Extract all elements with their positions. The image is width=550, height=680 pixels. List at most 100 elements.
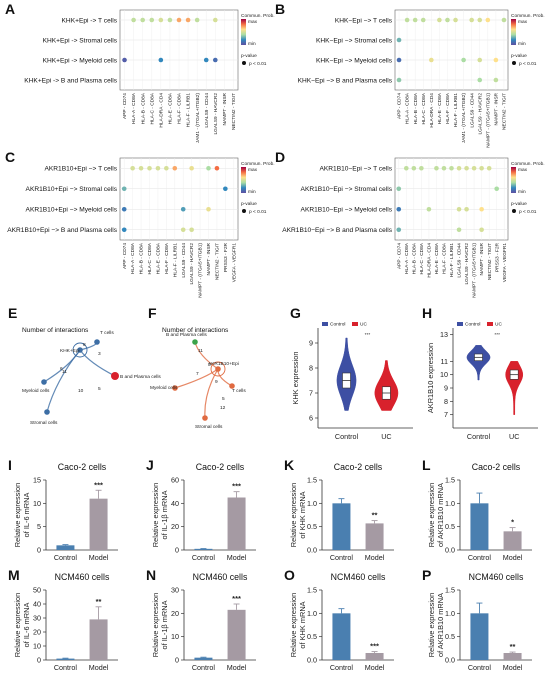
y-axis-label: Relative expression: [151, 593, 160, 658]
bar: [89, 619, 108, 660]
interaction-dot: [461, 57, 466, 63]
bar-panel-j: J Caco-2 cells 0 20 40 60 Relative expression o…: [146, 457, 256, 562]
column-label: PRSS3 - F2R: [223, 242, 229, 272]
row-label: AKR1B10+Epi −> B and Plasma cells: [7, 227, 117, 234]
interaction-dot: [464, 165, 469, 171]
cell-node: [202, 415, 208, 421]
y-tick-label: 11: [441, 357, 448, 366]
row-label: AKR1B10−Epi −> T cells: [319, 166, 392, 173]
legend-min: min: [248, 41, 256, 47]
bar-panel-p: P NCM460 cells 0.0 0.5 1.0 1.5 Relative expres…: [422, 567, 532, 672]
interaction-dot: [501, 17, 507, 23]
interaction-dot: [441, 165, 447, 171]
y-tick-label: 0.5: [307, 632, 317, 641]
column-label: NAMPT - (ITGA5+ITGB1): [485, 93, 491, 148]
legend-title: Commun. Prob.: [511, 13, 545, 19]
violin-panel-h: H 7 8 9 10 11 13 AKR1B10 expression Control UC Con…: [422, 305, 538, 441]
panel-letter: O: [284, 567, 295, 583]
row-label: KHK−Epi −> Stromal cells: [316, 37, 393, 44]
legend-title: Commun. Prob.: [241, 161, 275, 167]
x-tick-label: Control: [192, 663, 216, 672]
interaction-dot: [140, 17, 145, 23]
y-axis-label: Relative expression: [289, 593, 298, 658]
legend-max: max: [248, 168, 258, 173]
interaction-dot: [189, 227, 194, 233]
bar: [89, 498, 108, 550]
y-tick-label: 30: [171, 586, 179, 595]
interaction-dot: [176, 17, 182, 23]
panel-letter: J: [146, 457, 154, 473]
column-label: NAMPT - INSR: [206, 242, 212, 275]
edge-count-label: 11: [62, 369, 67, 375]
bar: [227, 497, 246, 550]
interaction-dot: [456, 165, 462, 171]
column-label: HLA-E - CD8A: [156, 242, 162, 274]
colorbar: [511, 167, 516, 193]
column-label: HLA-DRA - CD4: [158, 93, 164, 128]
network-layer: E Number of interactions KHK+Epi T cells B a…: [8, 305, 246, 430]
violin-panel-g: G 6 7 8 9 KHK expression Control UC Control UC ***: [290, 305, 413, 441]
node-label: T cells: [100, 330, 114, 336]
interaction-dot: [131, 17, 136, 23]
pvalue-title: p-value: [511, 53, 527, 59]
column-label: LGALS9 - HAVCR2: [464, 243, 470, 285]
dot-panel-a: A KHK+Epi -> T cells KHK+Epi -> Stromal ce…: [5, 1, 275, 143]
interaction-edge: [46, 349, 81, 413]
y-tick-label: 8: [309, 364, 313, 373]
panel-letter: M: [8, 567, 20, 583]
cell-node: [44, 409, 50, 415]
x-tick-label: Model: [365, 553, 385, 562]
network-panel-e: E Number of interactions KHK+Epi T cells B a…: [8, 305, 161, 426]
edge-count-label: 7: [196, 371, 199, 377]
column-label: APP - CD74: [122, 93, 128, 119]
significance-marker: ***: [94, 480, 103, 489]
significance-marker: *: [511, 518, 514, 527]
interaction-dot: [149, 17, 155, 23]
y-tick-label: 0.5: [445, 632, 455, 641]
column-label: HLA-B - CD8A: [413, 92, 419, 124]
y-tick-label: 0: [175, 546, 179, 555]
edge-count-label: 5: [98, 386, 101, 392]
bar-panel-n: N NCM460 cells 0 10 20 30 Relative expression o…: [146, 567, 256, 672]
edge-count-label: 3: [98, 351, 101, 357]
x-tick-label: Model: [503, 553, 523, 562]
y-tick-label: 15: [33, 476, 41, 485]
column-label: LGALS9 - HAVCR2: [189, 243, 195, 285]
cell-node: [41, 379, 47, 385]
column-label: HLA-C - CD8A: [419, 242, 425, 274]
interaction-dot: [426, 206, 432, 212]
cell-node: [215, 366, 221, 372]
node-label: Stromal cells: [30, 420, 58, 426]
legend-label: UC: [495, 322, 502, 328]
x-tick-label: UC: [509, 432, 519, 441]
y-tick-label: 9: [444, 384, 448, 393]
interaction-dot: [158, 17, 164, 23]
colorbar: [241, 167, 246, 193]
interaction-dot: [477, 77, 483, 83]
column-label: VEGFA - VEGFR1: [231, 243, 237, 283]
column-label: HLA-C - CD8A: [421, 92, 427, 124]
column-label: HLA-F - LILRB1: [186, 93, 192, 127]
y-tick-label: 1.0: [307, 499, 317, 508]
interaction-dot: [493, 57, 499, 63]
chart-title: Caco-2 cells: [58, 462, 107, 472]
interaction-dot: [194, 17, 200, 23]
interaction-dot: [130, 165, 135, 171]
chart-title: Caco-2 cells: [472, 462, 521, 472]
panel-letter: I: [8, 457, 12, 473]
interaction-dot: [396, 186, 402, 192]
self-loop: [72, 342, 88, 358]
interaction-dot: [412, 17, 418, 23]
cell-node: [77, 347, 83, 353]
y-tick-label: 1.5: [445, 586, 455, 595]
legend-min: min: [518, 41, 526, 47]
interaction-dot: [494, 186, 500, 192]
violin-layer: G 6 7 8 9 KHK expression Control UC Control UC ***…: [290, 305, 538, 441]
x-tick-label: Control: [54, 553, 78, 562]
column-label: NECTIN2 - TIGIT: [231, 93, 237, 130]
violin-shape: [505, 361, 524, 415]
column-label: HLA-F - LILRB1: [172, 243, 178, 277]
network-title: Number of interactions: [22, 327, 89, 334]
y-tick-label: 0.0: [307, 656, 317, 665]
